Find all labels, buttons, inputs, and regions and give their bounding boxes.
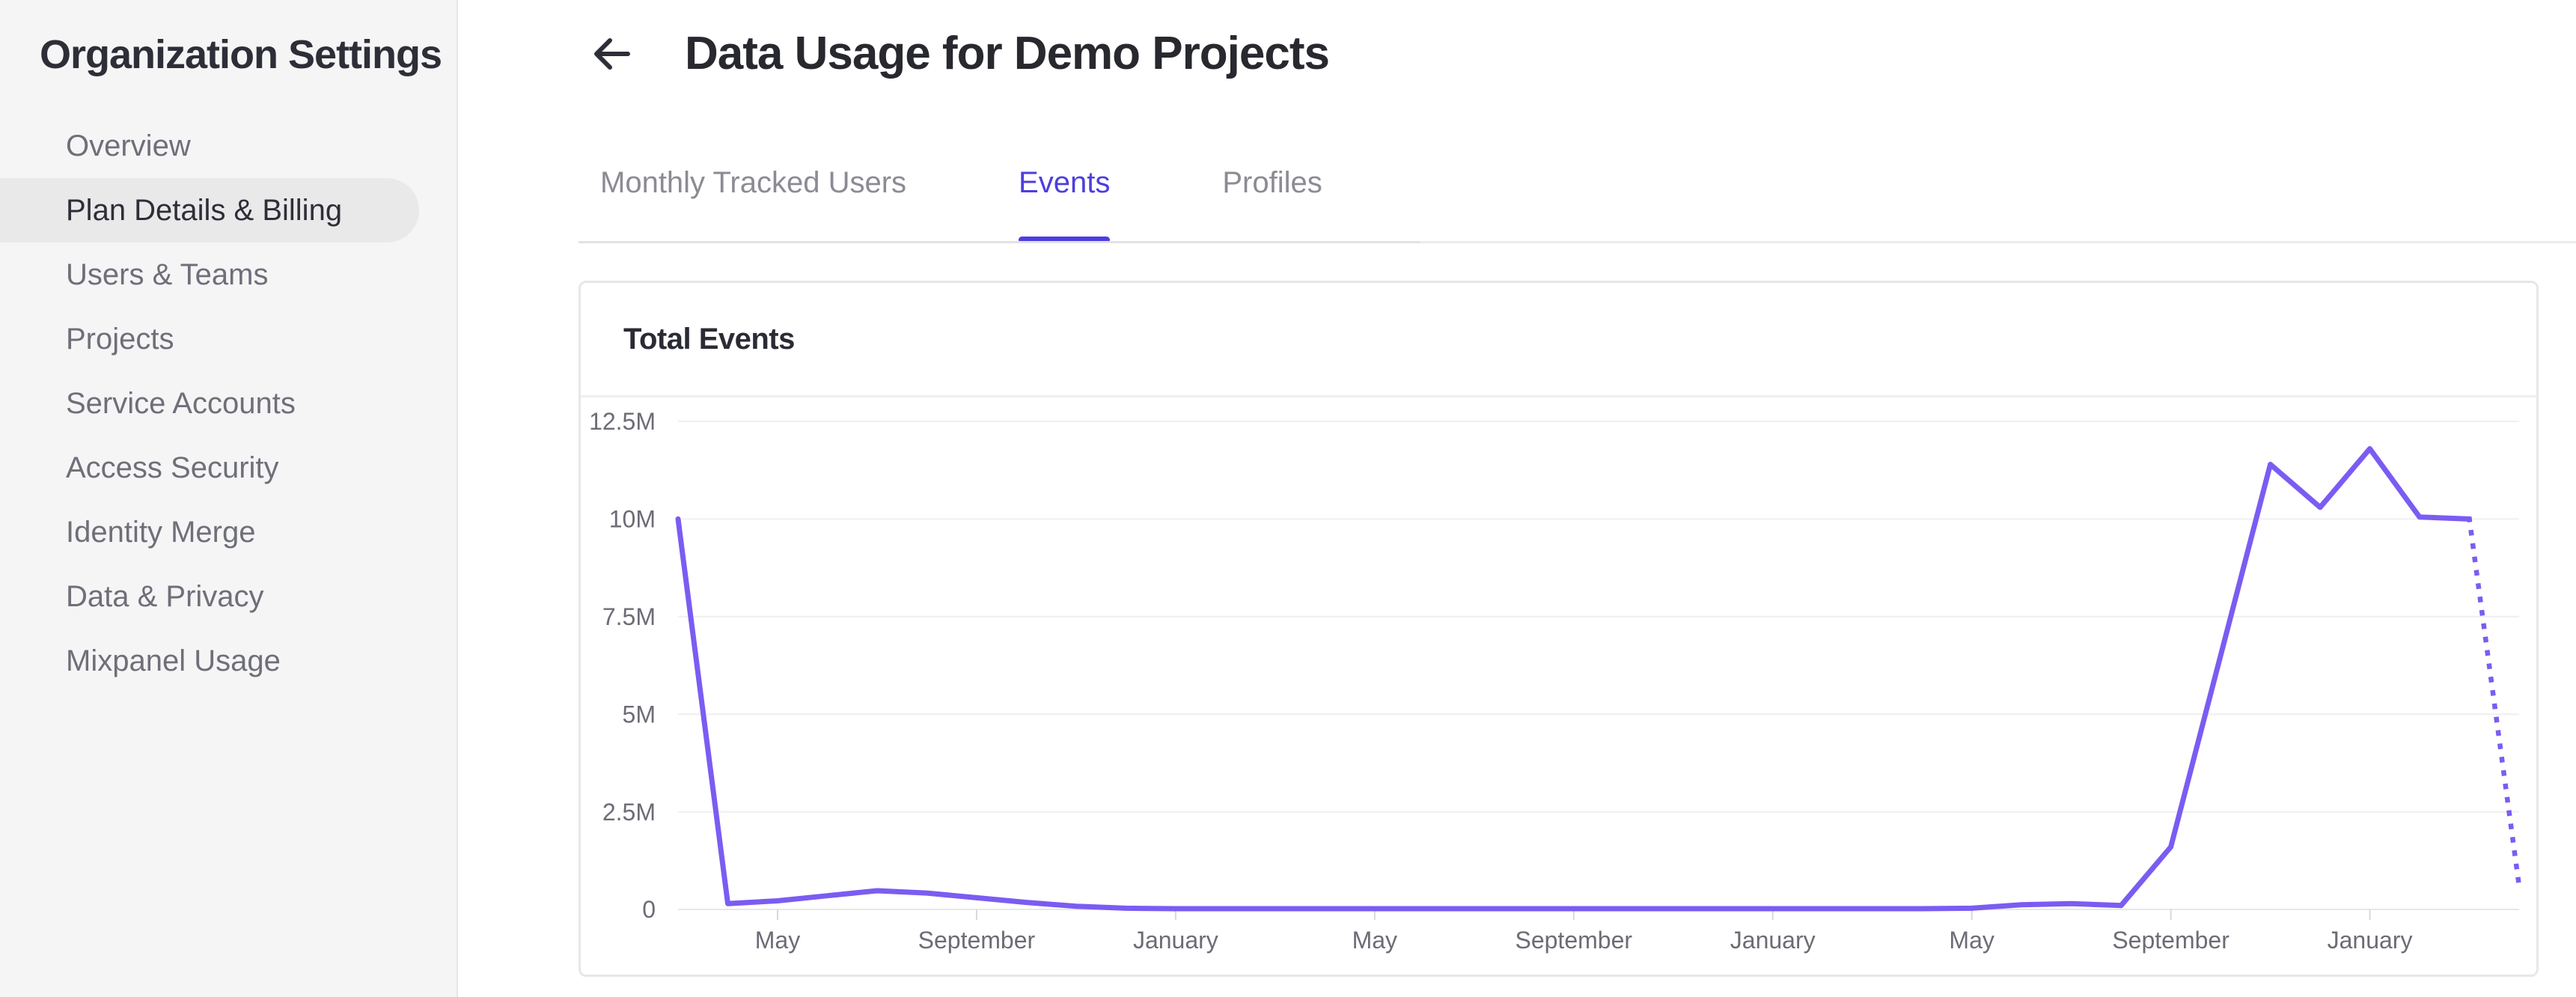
page-title: Data Usage for Demo Projects bbox=[685, 28, 1330, 79]
card-title: Total Events bbox=[623, 322, 795, 356]
x-axis-label: September bbox=[2112, 927, 2229, 954]
y-axis-label: 12.5M bbox=[589, 408, 656, 435]
x-axis-label: May bbox=[755, 927, 800, 954]
sidebar-item-mixpanel-usage[interactable]: Mixpanel Usage bbox=[66, 644, 281, 677]
sidebar-item-data-privacy[interactable]: Data & Privacy bbox=[66, 580, 264, 613]
sidebar-item-access-security[interactable]: Access Security bbox=[66, 451, 279, 484]
sidebar-item-plan-details-billing[interactable]: Plan Details & Billing bbox=[0, 178, 419, 243]
tab-profiles[interactable]: Profiles bbox=[1222, 166, 1322, 199]
tab-strip: Monthly Tracked Users Events Profiles bbox=[579, 150, 2576, 243]
total-events-line-chart: 12.5M 10M 7.5M 5M 2.5M 0 May September January Ma… bbox=[589, 408, 2522, 954]
tab-strip-divider-accent bbox=[579, 241, 1420, 243]
sidebar-item-service-accounts[interactable]: Service Accounts bbox=[66, 387, 296, 420]
sidebar-nav: Overview Plan Details & Billing Users & … bbox=[0, 114, 457, 693]
x-axis-label: May bbox=[1949, 927, 1994, 954]
x-axis-label: September bbox=[918, 927, 1036, 954]
x-axis-label: May bbox=[1352, 927, 1397, 954]
y-axis-label: 2.5M bbox=[602, 799, 656, 826]
y-axis-label: 0 bbox=[642, 896, 656, 923]
x-axis-label: January bbox=[1133, 927, 1218, 954]
tab-events[interactable]: Events bbox=[1019, 150, 1111, 243]
sidebar-item-overview[interactable]: Overview bbox=[66, 129, 191, 162]
total-events-card: Total Events 12.5M 10M 7.5M 5M 2.5M 0 May Septe… bbox=[579, 281, 2539, 977]
y-axis-label: 5M bbox=[623, 701, 656, 728]
arrow-left-icon bbox=[590, 34, 632, 73]
sidebar-item-projects[interactable]: Projects bbox=[66, 323, 174, 356]
tabs: Monthly Tracked Users Events Profiles bbox=[600, 150, 2576, 243]
sidebar-title: Organization Settings bbox=[40, 32, 442, 77]
sidebar-item-identity-merge[interactable]: Identity Merge bbox=[66, 516, 256, 549]
sidebar: Organization Settings Overview Plan Deta… bbox=[0, 0, 458, 997]
page-header: Data Usage for Demo Projects bbox=[590, 27, 1330, 80]
x-axis-label: January bbox=[1730, 927, 1816, 954]
y-axis-label: 10M bbox=[609, 506, 656, 533]
tab-monthly-tracked-users[interactable]: Monthly Tracked Users bbox=[600, 166, 907, 199]
y-axis-label: 7.5M bbox=[602, 603, 656, 630]
events-line-projected bbox=[2466, 516, 2522, 889]
tab-strip-divider bbox=[579, 241, 2576, 243]
x-axis-label: January bbox=[2328, 927, 2413, 954]
x-axis-label: September bbox=[1515, 927, 1632, 954]
back-button[interactable] bbox=[590, 33, 632, 75]
main-content: Data Usage for Demo Projects Monthly Tra… bbox=[458, 0, 2576, 997]
card-header: Total Events bbox=[581, 283, 2536, 397]
events-line bbox=[675, 446, 2472, 912]
sidebar-item-users-teams[interactable]: Users & Teams bbox=[66, 258, 269, 291]
chart-area: 12.5M 10M 7.5M 5M 2.5M 0 May September January Ma… bbox=[581, 397, 2536, 975]
